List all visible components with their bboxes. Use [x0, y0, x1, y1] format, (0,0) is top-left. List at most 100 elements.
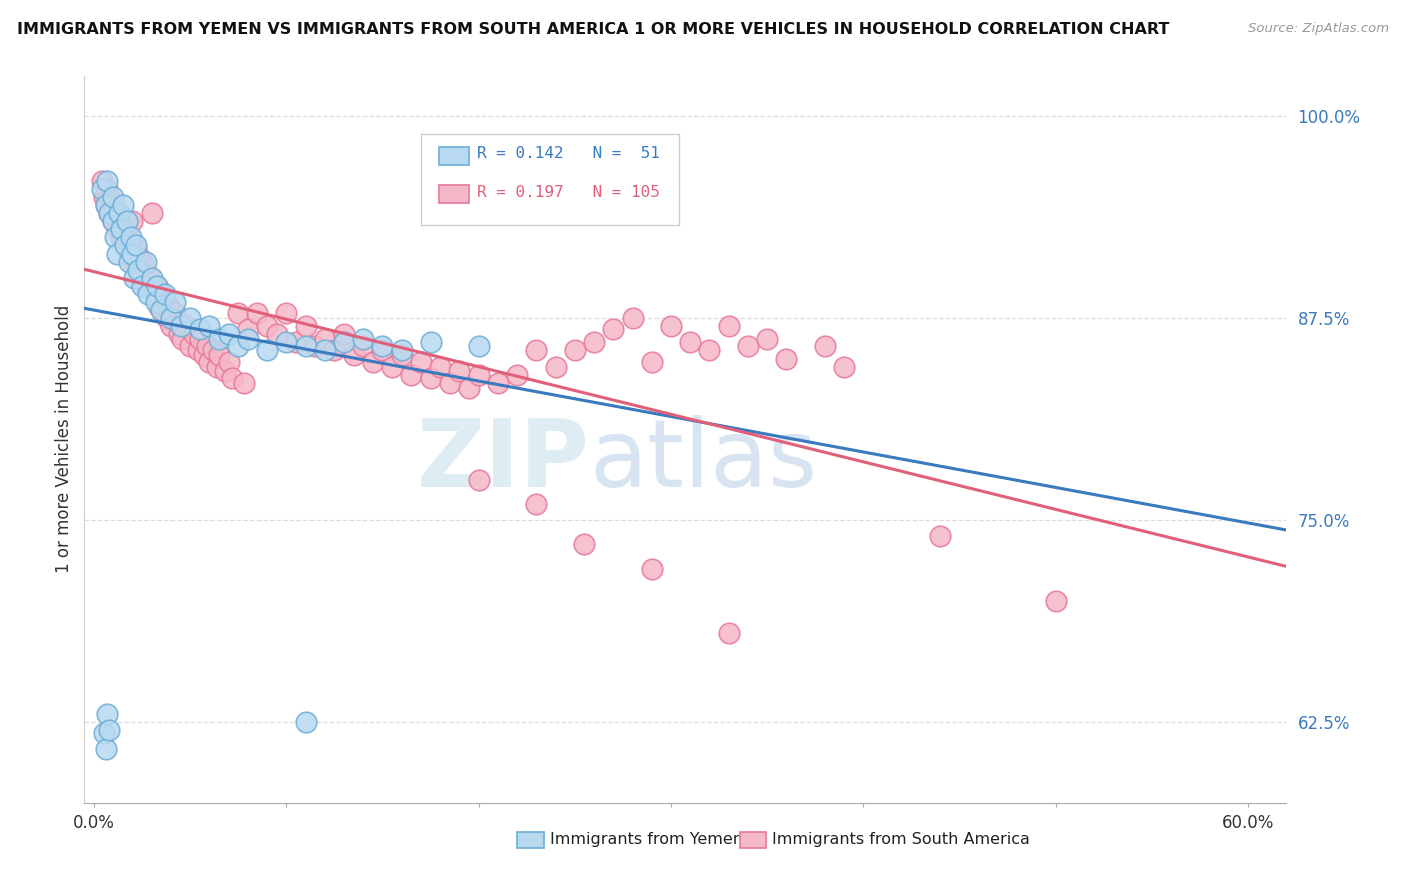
Point — [564, 343, 586, 358]
Point — [169, 319, 191, 334]
Point — [150, 287, 173, 301]
Point — [111, 219, 134, 233]
Point — [176, 319, 198, 334]
Point — [167, 327, 190, 342]
Point — [146, 278, 169, 293]
Point — [583, 335, 606, 350]
Point — [467, 368, 489, 382]
Point — [218, 355, 240, 369]
Point — [641, 561, 664, 575]
Point — [641, 355, 664, 369]
Point — [105, 246, 128, 260]
Point — [294, 338, 316, 352]
Point — [524, 497, 547, 511]
Text: Source: ZipAtlas.com: Source: ZipAtlas.com — [1249, 22, 1389, 36]
Point — [276, 306, 298, 320]
Point — [104, 202, 127, 217]
Point — [198, 319, 221, 334]
Point — [544, 359, 567, 374]
Point — [214, 364, 236, 378]
Point — [103, 214, 125, 228]
Point — [233, 376, 256, 390]
Point — [98, 206, 121, 220]
Point — [183, 327, 205, 342]
Point — [117, 254, 139, 268]
Point — [131, 270, 153, 285]
Point — [193, 348, 215, 362]
Text: IMMIGRANTS FROM YEMEN VS IMMIGRANTS FROM SOUTH AMERICA 1 OR MORE VEHICLES IN HOU: IMMIGRANTS FROM YEMEN VS IMMIGRANTS FROM… — [17, 22, 1170, 37]
Point — [98, 206, 121, 220]
Point — [419, 371, 441, 385]
Point — [136, 287, 159, 301]
Point — [129, 252, 152, 266]
Point — [103, 214, 125, 228]
Point — [121, 246, 143, 260]
Point — [157, 300, 180, 314]
Text: Immigrants from Yemen: Immigrants from Yemen — [550, 832, 742, 847]
Point — [150, 303, 173, 318]
Point — [221, 371, 243, 385]
Point — [169, 316, 191, 330]
Point — [218, 327, 240, 342]
Point — [127, 262, 149, 277]
Point — [156, 311, 179, 326]
Point — [333, 335, 356, 350]
Point — [114, 238, 136, 252]
Point — [467, 473, 489, 487]
Point — [152, 306, 174, 320]
Point — [506, 368, 529, 382]
Point — [179, 338, 201, 352]
Point — [679, 335, 702, 350]
Point — [100, 193, 122, 207]
Point — [145, 295, 167, 310]
Point — [125, 242, 148, 256]
Point — [458, 381, 481, 395]
Point — [96, 706, 118, 721]
Point — [226, 338, 249, 352]
Point — [131, 278, 153, 293]
Point — [94, 198, 117, 212]
Point — [717, 626, 740, 640]
Point — [717, 319, 740, 334]
Point — [160, 319, 183, 334]
Point — [276, 335, 298, 350]
Text: R = 0.197   N = 105: R = 0.197 N = 105 — [478, 185, 661, 200]
Point — [323, 343, 346, 358]
Point — [120, 235, 142, 250]
Point — [1045, 594, 1067, 608]
Point — [361, 355, 384, 369]
Point — [246, 306, 269, 320]
Point — [105, 222, 128, 236]
Point — [352, 332, 374, 346]
Point — [205, 359, 228, 374]
Point — [775, 351, 797, 366]
Point — [197, 338, 219, 352]
Point — [333, 327, 356, 342]
Point — [429, 359, 451, 374]
Point — [208, 332, 231, 346]
Text: atlas: atlas — [589, 415, 817, 508]
Point — [304, 338, 326, 352]
Point — [524, 343, 547, 358]
Point — [132, 258, 155, 272]
Bar — [740, 832, 766, 848]
Point — [153, 295, 176, 310]
Y-axis label: 1 or more Vehicles in Household: 1 or more Vehicles in Household — [55, 305, 73, 574]
Point — [352, 338, 374, 352]
Point — [226, 306, 249, 320]
Point — [256, 343, 278, 358]
Point — [284, 335, 307, 350]
Point — [96, 174, 118, 188]
Bar — [517, 832, 544, 848]
Point — [120, 230, 142, 244]
Point — [135, 254, 157, 268]
Point — [115, 226, 138, 240]
Point — [163, 295, 186, 310]
Point — [94, 742, 117, 756]
Point — [832, 359, 855, 374]
Point — [136, 268, 159, 282]
Point — [314, 343, 336, 358]
Text: Immigrants from South America: Immigrants from South America — [772, 832, 1029, 847]
Point — [188, 332, 211, 346]
Point — [371, 338, 394, 352]
